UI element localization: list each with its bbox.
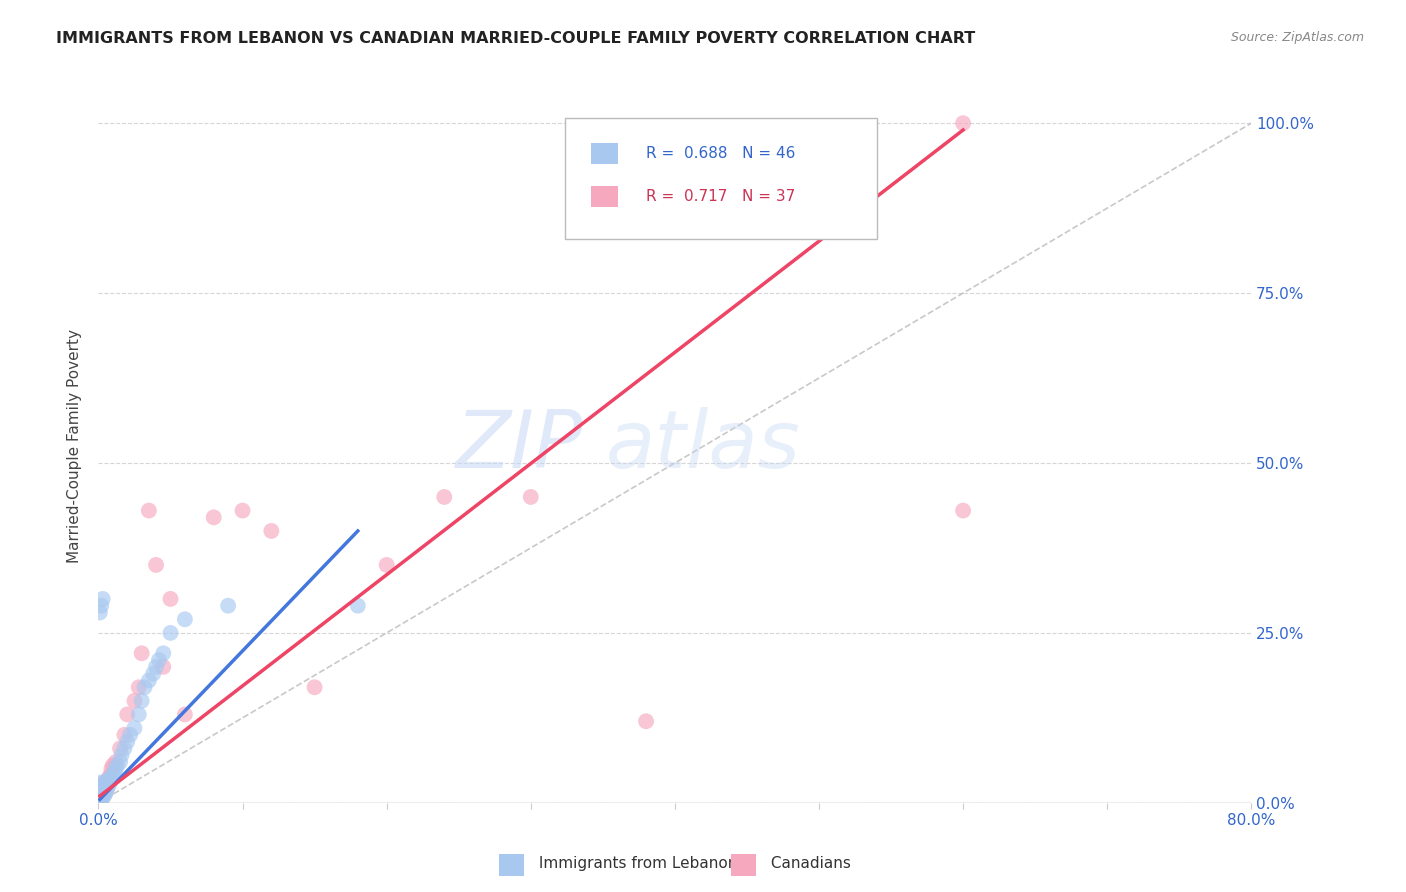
Point xyxy=(138,673,160,688)
Point xyxy=(104,762,127,776)
Point xyxy=(98,769,121,783)
Point xyxy=(100,772,122,786)
Point xyxy=(91,779,114,793)
Point xyxy=(97,779,120,793)
Point xyxy=(91,779,114,793)
Point xyxy=(128,680,150,694)
Point xyxy=(202,510,225,524)
Point xyxy=(89,792,111,806)
Point xyxy=(145,558,167,572)
Point xyxy=(152,660,174,674)
Point xyxy=(636,714,658,729)
Point xyxy=(120,728,142,742)
Point xyxy=(131,646,153,660)
Point xyxy=(159,591,181,606)
Point xyxy=(952,116,974,130)
Point xyxy=(94,779,117,793)
Point xyxy=(90,599,112,613)
Point xyxy=(91,790,114,805)
Point xyxy=(93,775,115,789)
Point xyxy=(124,694,146,708)
Text: R =  0.717   N = 37: R = 0.717 N = 37 xyxy=(647,189,796,203)
Point xyxy=(91,591,114,606)
Point xyxy=(174,612,197,626)
Point xyxy=(94,786,117,800)
Point xyxy=(97,772,120,786)
Point xyxy=(93,782,115,797)
Point xyxy=(142,666,165,681)
Point xyxy=(91,786,114,800)
Text: ZIP: ZIP xyxy=(456,407,582,485)
Point xyxy=(90,789,112,803)
Point xyxy=(112,741,135,756)
Point xyxy=(108,755,131,769)
Y-axis label: Married-Couple Family Poverty: Married-Couple Family Poverty xyxy=(67,329,83,563)
Point xyxy=(96,782,118,797)
Point xyxy=(97,772,120,786)
Point xyxy=(94,779,117,793)
Point xyxy=(90,789,112,803)
Point xyxy=(101,758,124,772)
Point xyxy=(103,765,125,780)
Point xyxy=(101,769,124,783)
FancyBboxPatch shape xyxy=(565,118,877,239)
Point xyxy=(117,707,139,722)
Point xyxy=(93,782,115,797)
Point xyxy=(89,786,111,800)
Text: Source: ZipAtlas.com: Source: ZipAtlas.com xyxy=(1230,31,1364,45)
Point xyxy=(117,734,139,748)
Point xyxy=(90,782,112,797)
Point xyxy=(148,653,170,667)
Point xyxy=(91,786,114,800)
Point xyxy=(520,490,543,504)
Point xyxy=(94,775,117,789)
Point xyxy=(952,503,974,517)
Point xyxy=(96,775,118,789)
Bar xyxy=(591,143,619,164)
Point xyxy=(433,490,456,504)
Text: Immigrants from Lebanon: Immigrants from Lebanon xyxy=(534,856,738,871)
Point xyxy=(174,707,197,722)
Text: R =  0.688   N = 46: R = 0.688 N = 46 xyxy=(647,146,796,161)
Point xyxy=(108,741,131,756)
Bar xyxy=(591,186,619,207)
Point xyxy=(93,789,115,803)
Point xyxy=(124,721,146,735)
Point xyxy=(98,775,121,789)
Point xyxy=(90,792,112,806)
Point xyxy=(96,775,118,789)
Point xyxy=(128,707,150,722)
Point xyxy=(152,646,174,660)
Point xyxy=(89,606,111,620)
Point xyxy=(231,503,254,517)
Point xyxy=(131,694,153,708)
Point xyxy=(104,755,127,769)
Point xyxy=(89,786,111,800)
Point xyxy=(110,748,132,763)
Point xyxy=(94,786,117,800)
Point xyxy=(346,599,368,613)
Point xyxy=(159,626,181,640)
Point xyxy=(134,680,156,694)
Point xyxy=(100,762,122,776)
Text: IMMIGRANTS FROM LEBANON VS CANADIAN MARRIED-COUPLE FAMILY POVERTY CORRELATION CH: IMMIGRANTS FROM LEBANON VS CANADIAN MARR… xyxy=(56,31,976,46)
Point xyxy=(90,775,112,789)
Point xyxy=(89,789,111,803)
Point xyxy=(260,524,283,538)
Point xyxy=(145,660,167,674)
Point xyxy=(375,558,398,572)
Point xyxy=(105,758,128,772)
Point xyxy=(138,503,160,517)
Point xyxy=(90,782,112,797)
Point xyxy=(304,680,326,694)
Point xyxy=(217,599,239,613)
Text: atlas: atlas xyxy=(606,407,800,485)
Point xyxy=(89,792,111,806)
Text: Canadians: Canadians xyxy=(766,856,851,871)
Point xyxy=(112,728,135,742)
